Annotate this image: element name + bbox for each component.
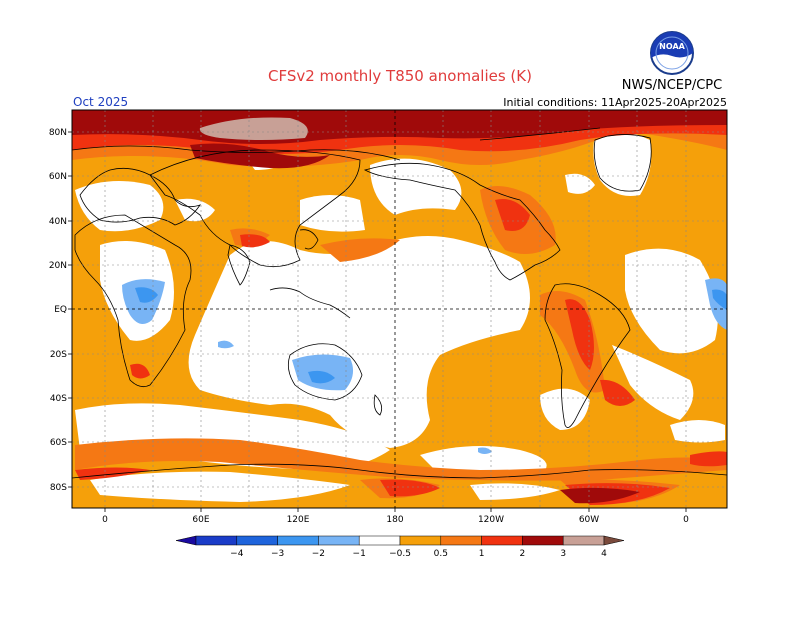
organization-label: NWS/NCEP/CPC: [622, 78, 722, 93]
coastlines: [72, 127, 727, 479]
colorbar-segment: [440, 535, 482, 546]
colorbar-label: −4: [230, 549, 244, 559]
longitude-label: 60W: [579, 515, 599, 525]
longitude-label: 180: [386, 515, 403, 525]
warm-anomaly-4k: [199, 117, 308, 140]
colorbar-label: −0.5: [389, 549, 411, 559]
colorbar-segment: [358, 535, 401, 546]
colorbar-segment: [318, 535, 360, 546]
colorbar-segment: [277, 535, 319, 546]
latitude-label: 20N: [49, 261, 67, 271]
colorbar-label: 2: [520, 549, 526, 559]
latitude-label: 80N: [49, 128, 67, 138]
neutral-regions: [75, 131, 725, 502]
logo-text: NOAA: [659, 42, 685, 51]
colorbar-segment: [399, 535, 442, 546]
longitude-label: 0: [683, 515, 689, 525]
latitude-label: 20S: [50, 350, 67, 360]
colorbar-label: −3: [271, 549, 284, 559]
colorbar: −4 −3 −2 −1 −0.5 0.5 1 2 3 4: [175, 535, 625, 559]
latitude-label: 80S: [50, 483, 67, 493]
latitude-label: 40N: [49, 217, 67, 227]
latitude-label: 60S: [50, 438, 67, 448]
longitude-label: 60E: [192, 515, 209, 525]
latitude-label: 60N: [49, 172, 67, 182]
longitude-label: 120E: [287, 515, 310, 525]
anomaly-map: [72, 110, 727, 508]
colorbar-segment: [195, 535, 238, 546]
colorbar-label: −2: [312, 549, 325, 559]
colorbar-label: 1: [479, 549, 485, 559]
forecast-month: Oct 2025: [73, 95, 128, 109]
longitude-label: 120W: [478, 515, 504, 525]
latitude-labels: 80N 60N 40N 20N EQ 20S 40S 60S 80S: [49, 128, 72, 493]
latitude-label: 40S: [50, 394, 67, 404]
initial-conditions: Initial conditions: 11Apr2025-20Apr2025: [503, 96, 727, 109]
colorbar-segment: [236, 535, 278, 546]
colorbar-label: 4: [601, 549, 607, 559]
colorbar-arrow-left: [175, 535, 197, 546]
map-title: CFSv2 monthly T850 anomalies (K): [268, 67, 532, 85]
longitude-label: 0: [102, 515, 108, 525]
cold-anomaly-regions: [122, 278, 727, 454]
colorbar-segment: [481, 535, 523, 546]
latitude-label: EQ: [54, 305, 67, 315]
colorbar-label: −1: [353, 549, 366, 559]
graticule: [72, 110, 727, 508]
colorbar-label: 3: [560, 549, 566, 559]
colorbar-arrow-right: [603, 535, 625, 546]
colorbar-label: 0.5: [434, 549, 448, 559]
colorbar-segment: [562, 535, 605, 546]
noaa-logo: NOAA: [650, 31, 694, 75]
colorbar-segment: [522, 535, 564, 546]
longitude-labels: 0 60E 120E 180 120W 60W 0: [102, 508, 689, 525]
